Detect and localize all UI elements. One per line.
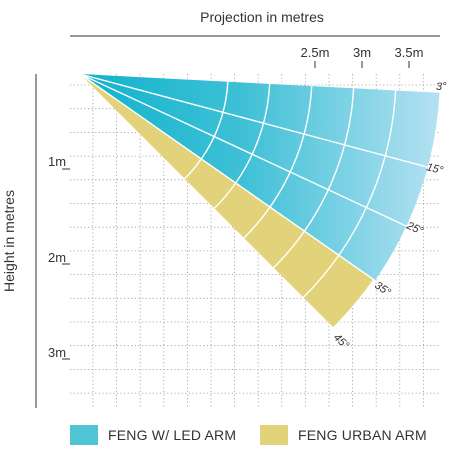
distance-arc [213, 83, 271, 209]
height-label-2m: 2m [48, 250, 66, 265]
distance-arc [184, 81, 229, 180]
angle-ray [79, 73, 407, 227]
angle-rays [79, 73, 428, 282]
distance-arc [243, 86, 313, 239]
distance-arcs [184, 81, 397, 298]
angle-ray [79, 73, 428, 168]
legend-swatch-led-arm [70, 425, 98, 445]
urban-arm-wedge [80, 74, 381, 328]
distance-arc [273, 88, 355, 269]
beam-diagram-svg: Projection in metres Height in metres 2.… [1, 9, 447, 408]
angle-label-45: 45° [331, 332, 352, 353]
projection-label-3-5m: 3.5m [395, 45, 424, 60]
height-label-3m: 3m [48, 345, 66, 360]
legend-swatch-urban-arm [260, 425, 288, 445]
projection-label-2-5m: 2.5m [301, 45, 330, 60]
legend-label-led-arm: FENG W/ LED ARM [108, 427, 237, 443]
x-axis-title: Projection in metres [200, 9, 324, 25]
legend-label-urban-arm: FENG URBAN ARM [298, 427, 427, 443]
legend-item-led-arm: FENG W/ LED ARM [70, 420, 236, 450]
urban-arm-beam [80, 74, 381, 328]
angle-label-35: 35° [372, 280, 393, 300]
height-label-1m: 1m [48, 154, 66, 169]
legend-item-urban-arm: FENG URBAN ARM [260, 420, 427, 450]
angle-label-15: 15° [425, 161, 445, 177]
legend: FENG W/ LED ARM FENG URBAN ARM [0, 420, 460, 450]
y-axis-title: Height in metres [1, 190, 17, 292]
angle-label-3: 3° [436, 81, 447, 93]
distance-arc [302, 90, 397, 298]
projection-label-3m: 3m [353, 45, 371, 60]
angle-ray [79, 73, 376, 282]
